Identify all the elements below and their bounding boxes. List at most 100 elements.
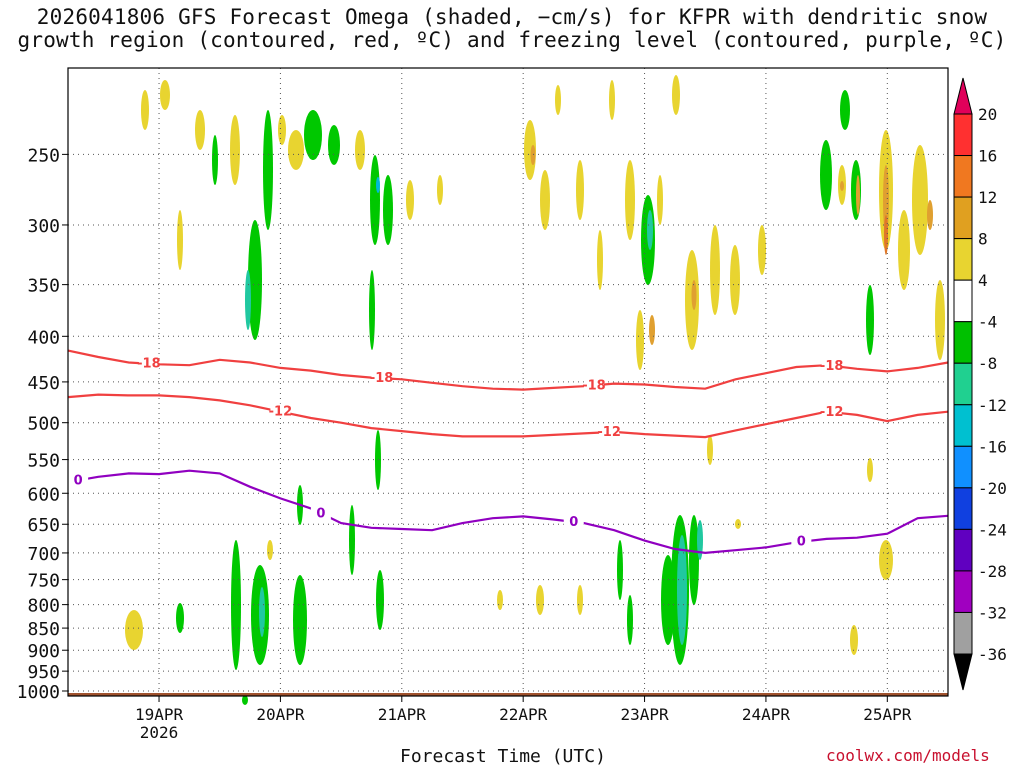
credit-link[interactable]: coolwx.com/models xyxy=(826,746,990,765)
colorbar-box xyxy=(953,487,973,530)
x-tick-label: 21APR xyxy=(378,705,427,724)
y-tick-label: 650 xyxy=(27,515,60,536)
contour-label-bg xyxy=(68,472,89,487)
omega-shade-blob xyxy=(242,695,248,705)
chart-title-line-1: 2026041806 GFS Forecast Omega (shaded, −… xyxy=(36,5,988,29)
colorbar-label: 12 xyxy=(978,188,997,207)
colorbar-box xyxy=(953,321,973,364)
colorbar-label: -24 xyxy=(978,520,1007,539)
colorbar: 20 16 12 8 4 -4 -8 -12 -16 -20 -24 -28 -32 -36 xyxy=(953,77,1007,691)
colorbar-label: 8 xyxy=(978,230,988,249)
omega-shade-blob xyxy=(555,85,561,115)
omega-shade-blob xyxy=(617,540,623,600)
contour-label: 0 xyxy=(74,473,83,488)
colorbar-box xyxy=(953,362,973,406)
contour-line-freezing xyxy=(67,469,949,555)
omega-shade-blob xyxy=(636,310,644,370)
colorbar-label: 20 xyxy=(978,105,997,124)
omega-shade-blob xyxy=(212,135,218,185)
omega-shade-blob xyxy=(856,175,860,215)
omega-shade-blob xyxy=(497,590,503,610)
omega-shade-blob xyxy=(355,130,365,170)
colorbar-box xyxy=(953,196,973,240)
omega-shade-blob xyxy=(245,270,251,330)
colorbar-box xyxy=(953,611,973,655)
colorbar-box xyxy=(953,445,973,489)
omega-shade-blob xyxy=(263,110,273,230)
contour-label: -18 xyxy=(582,378,606,393)
contour-label: -12 xyxy=(269,405,293,420)
colorbar-bottom-arrow xyxy=(953,653,973,691)
omega-shade-blob xyxy=(927,200,933,230)
omega-shade-blob xyxy=(609,80,615,120)
omega-shade-blob xyxy=(195,110,205,150)
omega-shading xyxy=(125,75,945,705)
colorbar-box xyxy=(953,570,973,613)
contour-label: 0 xyxy=(316,506,325,521)
omega-shade-blob xyxy=(649,315,655,345)
omega-shade-blob xyxy=(177,210,183,270)
omega-shade-blob xyxy=(288,130,304,170)
omega-shade-blob xyxy=(437,175,443,205)
omega-shade-blob xyxy=(647,210,653,250)
omega-shade-blob xyxy=(820,140,832,210)
omega-shade-blob xyxy=(278,115,286,145)
colorbar-box xyxy=(953,404,973,447)
omega-shade-blob xyxy=(231,540,241,670)
y-tick-label: 700 xyxy=(27,544,60,565)
omega-shade-blob xyxy=(866,285,874,355)
contour-label-bg xyxy=(138,355,159,370)
contour-line-dgz xyxy=(67,349,949,391)
chart-title-line-2: growth region (contoured, red, ºC) and f… xyxy=(17,28,1007,52)
omega-shade-blob xyxy=(259,587,265,637)
contour-label-bg xyxy=(310,505,331,520)
omega-shade-blob xyxy=(304,110,322,160)
contour-lines: -18 -18 -18 -18 -12 -12 -12 0 0 0 0 xyxy=(67,349,949,555)
y-tick-label: 250 xyxy=(27,145,60,166)
contour-label: -12 xyxy=(597,425,621,440)
omega-shade-blob xyxy=(536,585,544,615)
omega-shade-blob xyxy=(691,280,697,310)
omega-shade-blob xyxy=(530,145,536,165)
omega-shade-blob xyxy=(850,625,858,655)
x-tick-label: 23APR xyxy=(620,705,669,724)
colorbar-box xyxy=(953,155,973,198)
grid-lines xyxy=(68,68,948,696)
x-tick-label: 25APR xyxy=(863,705,912,724)
omega-shade-blob xyxy=(707,435,713,465)
contour-label-bg xyxy=(371,370,392,385)
x-tick-label: 22APR xyxy=(499,705,548,724)
omega-shade-blob xyxy=(328,125,340,165)
omega-shade-blob xyxy=(672,75,680,115)
y-tick-label: 400 xyxy=(27,327,60,348)
omega-shade-blob xyxy=(840,181,844,191)
omega-shade-blob xyxy=(710,225,720,315)
omega-shade-blob xyxy=(230,115,240,185)
omega-shade-blob xyxy=(697,520,703,560)
y-tick-label: 350 xyxy=(27,276,60,297)
colorbar-label: -32 xyxy=(978,603,1007,622)
colorbar-box xyxy=(953,528,973,572)
omega-shade-blob xyxy=(370,155,380,245)
y-tick-label: 800 xyxy=(27,596,60,617)
omega-shade-blob xyxy=(376,570,384,630)
y-tick-label: 950 xyxy=(27,662,60,683)
x-axis-label: Forecast Time (UTC) xyxy=(400,746,606,767)
x-tick-label: 19APR xyxy=(135,705,184,724)
colorbar-label: -8 xyxy=(978,354,997,373)
omega-shade-blob xyxy=(840,90,850,130)
omega-shade-blob xyxy=(912,145,928,255)
omega-shade-blob xyxy=(406,180,414,220)
y-tick-label: 900 xyxy=(27,641,60,662)
colorbar-top-arrow xyxy=(953,77,973,115)
x-tick-label: 24APR xyxy=(742,705,791,724)
contour-label: 0 xyxy=(569,515,578,530)
colorbar-label: -20 xyxy=(978,479,1007,498)
chart-title: 2026041806 GFS Forecast Omega (shaded, −… xyxy=(0,6,1024,52)
omega-shade-blob xyxy=(383,175,393,245)
omega-shade-blob xyxy=(883,165,889,235)
colorbar-box xyxy=(953,238,973,281)
omega-shade-blob xyxy=(576,160,584,220)
contour-label-bg xyxy=(821,404,842,419)
